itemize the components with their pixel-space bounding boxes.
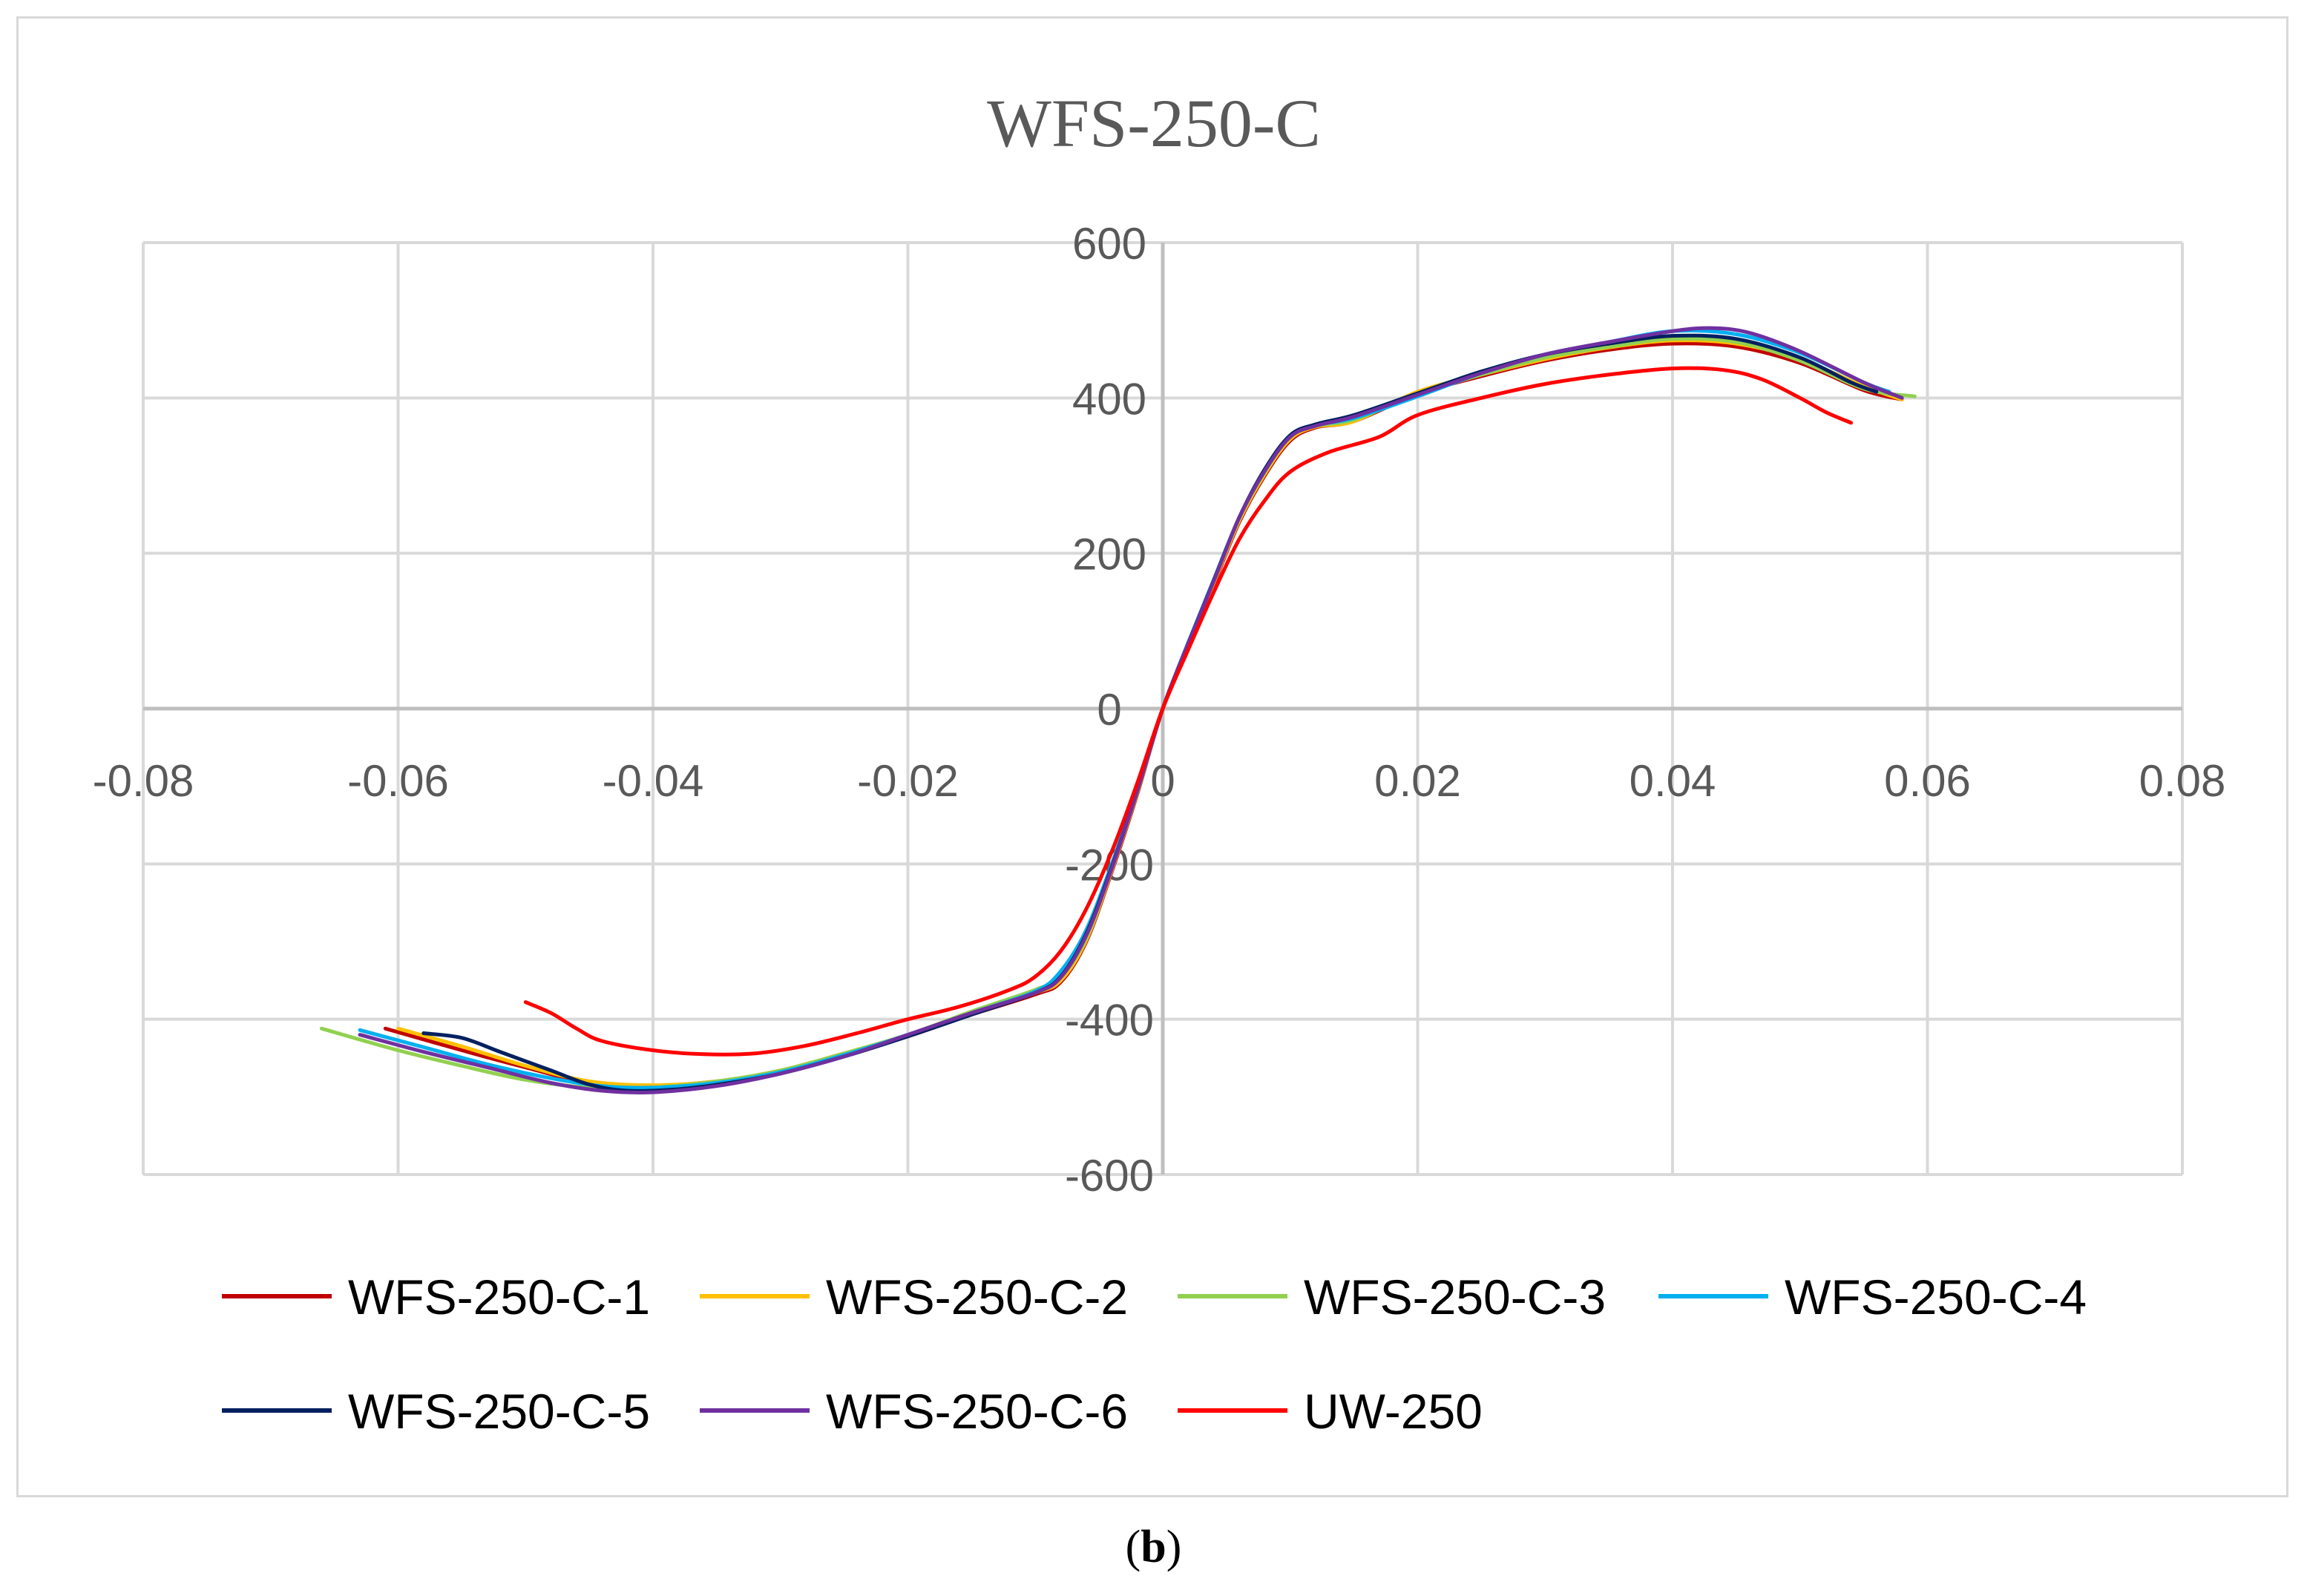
x-tick-label: 0.02 [1374,756,1461,806]
series-line-uw-250 [523,366,1853,1057]
x-tick-label: 0.06 [1884,756,1971,806]
y-tick-label: -400 [1065,996,1154,1045]
series-line-wfs-250-c-1 [383,341,1904,1088]
legend-label: WFS-250-C-4 [1785,1270,2087,1324]
series-lines [319,326,1917,1094]
tick-labels: -0.08 -0.06 -0.04 -0.02 0 0.02 0.04 0.06 0.08 -60… [93,219,2226,1201]
x-tick-label: -0.08 [93,756,194,806]
x-tick-label: -0.02 [857,756,959,806]
legend-label: WFS-250-C-1 [348,1270,650,1324]
chart-frame: WFS-250-C -0.08 -0.06 -0.04 -0.02 0 0.02 0.04 0… [16,16,2288,1497]
x-tick-label: 0.04 [1630,756,1716,806]
legend-label: UW-250 [1304,1384,1483,1439]
x-tick-label: 0.08 [2139,756,2226,806]
figure-caption: (b) [1125,1522,1182,1572]
x-tick-label: 0 [1150,756,1175,806]
series-line-wfs-250-c-2 [396,338,1904,1088]
caption-label: b [1141,1522,1166,1572]
chart-title: WFS-250-C [987,85,1321,161]
series-line-wfs-250-c-5 [421,333,1879,1093]
legend-label: WFS-250-C-2 [826,1270,1128,1324]
x-tick-label: -0.04 [603,756,704,806]
legend: WFS-250-C-1 WFS-250-C-2 WFS-250-C-3 WFS-250… [222,1270,2087,1439]
y-tick-label: 400 [1072,374,1146,424]
y-tick-label: 600 [1072,219,1146,269]
x-tick-label: -0.06 [347,756,449,806]
y-tick-label: -600 [1065,1151,1154,1201]
legend-label: WFS-250-C-5 [348,1384,650,1439]
chart-svg: WFS-250-C -0.08 -0.06 -0.04 -0.02 0 0.02 0.04 0… [93,85,2226,1439]
legend-label: WFS-250-C-6 [826,1384,1128,1439]
legend-label: WFS-250-C-3 [1304,1270,1606,1324]
y-tick-label: 0 [1097,685,1121,735]
y-tick-label: 200 [1072,530,1146,579]
